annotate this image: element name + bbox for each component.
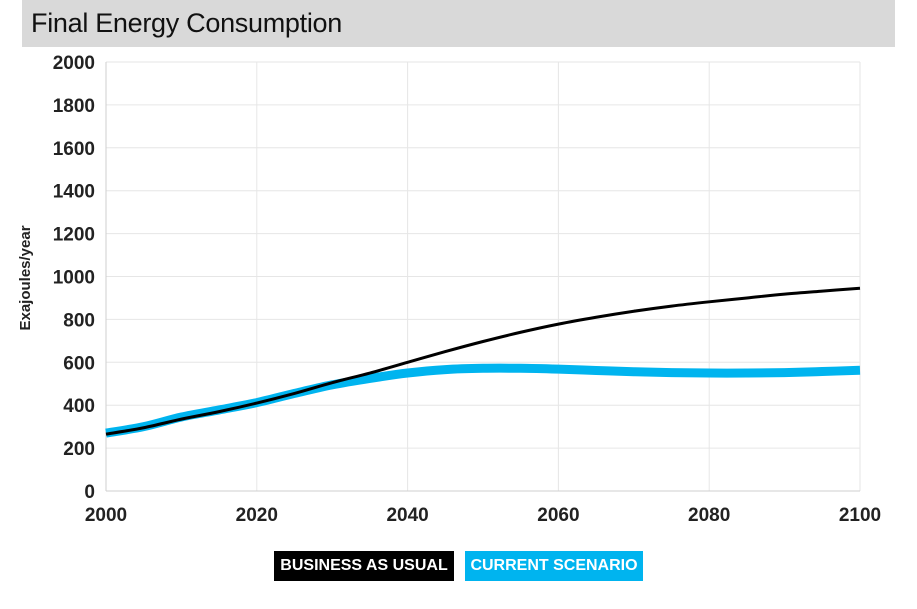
title-bar: Final Energy Consumption [22,0,895,47]
x-tick-label: 2060 [537,505,579,526]
legend-current-label: CURRENT SCENARIO [470,557,638,574]
y-tick-label: 1000 [53,268,95,289]
x-tick-label: 2020 [236,505,278,526]
series-line-business-as-usual [105,286,861,436]
y-tick-label: 0 [84,482,95,503]
legend-current-scenario[interactable]: CURRENT SCENARIO [465,551,643,581]
grid [106,61,861,491]
x-tick-labels: 2000 2020 2040 2060 2080 2100 [85,505,881,526]
y-tick-label: 400 [63,396,95,417]
y-tick-label: 2000 [53,53,95,74]
y-tick-label: 1400 [53,182,95,203]
y-tick-label: 1200 [53,225,95,246]
legend-business-as-usual[interactable]: BUSINESS AS USUAL [274,551,454,581]
y-tick-labels: 0 200 400 600 800 1000 1200 1400 1600 1800 2000 [53,53,95,503]
series-line-current-scenario [105,363,861,438]
y-tick-label: 1800 [53,96,95,117]
y-tick-label: 1600 [53,139,95,160]
chart-title: Final Energy Consumption [31,8,342,38]
x-tick-label: 2000 [85,505,127,526]
y-tick-label: 200 [63,439,95,460]
x-tick-label: 2040 [386,505,428,526]
legend-bau-label: BUSINESS AS USUAL [280,557,448,574]
x-tick-label: 2080 [688,505,730,526]
x-tick-label: 2100 [839,505,881,526]
y-tick-label: 600 [63,353,95,374]
y-axis-label: Exajoules/year [17,225,34,330]
axes [105,62,860,492]
y-tick-label: 800 [63,310,95,331]
series-lines [105,286,861,438]
